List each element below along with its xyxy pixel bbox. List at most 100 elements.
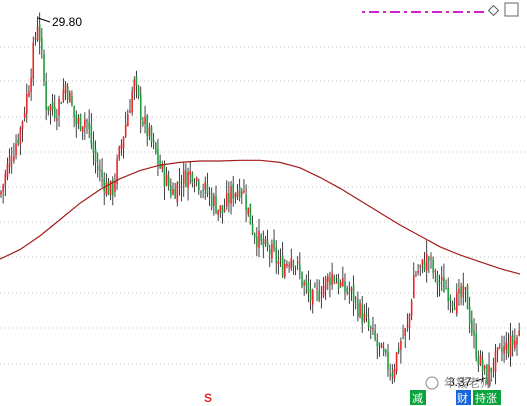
candle-body-28 xyxy=(60,102,62,104)
candle-body-116 xyxy=(249,203,252,225)
candle-body-61 xyxy=(131,91,133,113)
chart-gridlines xyxy=(0,46,527,365)
candle-body-227 xyxy=(488,365,490,386)
candle-body-158 xyxy=(339,282,342,286)
candle-body-218 xyxy=(468,307,471,324)
candle-body-49 xyxy=(105,182,108,195)
candle-body-193 xyxy=(415,274,417,276)
candle-body-16 xyxy=(34,38,37,40)
candle-body-57 xyxy=(122,137,125,149)
candle-body-136 xyxy=(292,260,295,267)
candle-body-118 xyxy=(253,233,256,238)
candle-body-31 xyxy=(66,86,69,100)
candle-body-206 xyxy=(443,277,445,293)
candle-body-225 xyxy=(483,365,486,369)
candle-body-18 xyxy=(38,24,41,42)
candle-body-80 xyxy=(172,189,174,195)
candle-body-147 xyxy=(316,288,318,290)
candle-body-176 xyxy=(378,342,381,346)
candle-body-35 xyxy=(75,115,78,126)
candle-body-139 xyxy=(299,264,301,273)
candle-body-33 xyxy=(71,95,73,105)
candle-body-98 xyxy=(210,193,213,208)
candle-body-200 xyxy=(430,257,432,259)
candle-body-82 xyxy=(176,182,179,203)
candle-body-7 xyxy=(15,143,17,156)
candle-body-166 xyxy=(357,299,359,317)
candle-body-37 xyxy=(79,114,82,131)
candle-body-99 xyxy=(213,195,215,206)
candle-body-215 xyxy=(462,285,465,298)
candle-body-63 xyxy=(135,75,138,86)
candle-body-71 xyxy=(152,140,155,143)
candle-body-55 xyxy=(118,146,121,159)
candle-body-131 xyxy=(281,255,284,277)
candle-body-155 xyxy=(333,276,336,282)
candle-body-62 xyxy=(133,79,136,92)
candle-body-112 xyxy=(241,191,243,195)
candle-body-95 xyxy=(204,181,207,190)
candle-body-135 xyxy=(290,258,293,269)
candlestick-series xyxy=(0,12,520,388)
candle-body-14 xyxy=(30,77,32,92)
candle-body-51 xyxy=(109,180,112,195)
candle-body-119 xyxy=(256,236,258,247)
candle-body-233 xyxy=(501,347,503,352)
candle-body-103 xyxy=(221,205,224,214)
low-price-label: 3.37 xyxy=(448,375,472,389)
candle-body-50 xyxy=(107,182,110,195)
candle-body-197 xyxy=(423,261,426,271)
badge-chizhang[interactable]: 持涨 xyxy=(475,391,497,405)
candle-body-12 xyxy=(26,94,28,114)
candle-body-105 xyxy=(225,192,228,207)
candle-body-92 xyxy=(198,180,200,191)
candle-body-151 xyxy=(324,277,327,290)
candle-body-194 xyxy=(417,271,419,273)
badge-jian-bg xyxy=(410,390,426,405)
high-arrow xyxy=(37,17,51,23)
candle-body-231 xyxy=(496,347,499,351)
candle-body-1 xyxy=(2,184,4,192)
candle-body-189 xyxy=(406,325,409,327)
candle-body-170 xyxy=(365,313,368,317)
candle-body-157 xyxy=(337,278,340,289)
candle-body-195 xyxy=(419,265,422,268)
badge-jian[interactable]: 减 xyxy=(412,392,423,405)
candle-body-88 xyxy=(189,171,191,175)
candle-body-214 xyxy=(460,286,462,298)
candle-body-168 xyxy=(361,304,363,324)
candle-body-97 xyxy=(208,193,211,195)
candle-body-17 xyxy=(36,26,39,41)
candle-body-133 xyxy=(286,263,288,267)
square-icon[interactable] xyxy=(504,2,519,17)
candle-body-20 xyxy=(43,53,45,82)
candle-body-228 xyxy=(490,367,492,373)
candle-body-34 xyxy=(73,105,75,117)
candle-body-102 xyxy=(219,205,222,212)
candle-body-26 xyxy=(56,118,58,121)
candle-body-134 xyxy=(288,265,290,267)
candle-body-84 xyxy=(180,186,183,188)
candle-body-60 xyxy=(129,110,131,113)
candle-body-154 xyxy=(331,273,333,286)
candle-body-75 xyxy=(161,163,164,170)
candle-body-127 xyxy=(273,239,275,250)
moving-average-line xyxy=(0,159,521,275)
candle-body-160 xyxy=(344,281,346,292)
low-price-annotation: 3.37 xyxy=(448,375,487,389)
candle-body-114 xyxy=(245,194,247,211)
diamond-icon[interactable] xyxy=(487,4,500,17)
candle-body-149 xyxy=(320,296,323,298)
candle-body-216 xyxy=(464,287,467,290)
candle-body-239 xyxy=(514,340,516,349)
candle-body-235 xyxy=(505,342,508,350)
badge-cai[interactable]: 财 xyxy=(457,391,468,405)
candle-body-124 xyxy=(266,240,269,247)
candle-body-210 xyxy=(451,302,454,306)
candle-body-220 xyxy=(473,330,475,336)
signal-marker: S xyxy=(204,391,212,405)
candle-body-208 xyxy=(447,288,449,302)
candle-body-234 xyxy=(503,346,505,354)
candle-body-179 xyxy=(385,350,387,353)
